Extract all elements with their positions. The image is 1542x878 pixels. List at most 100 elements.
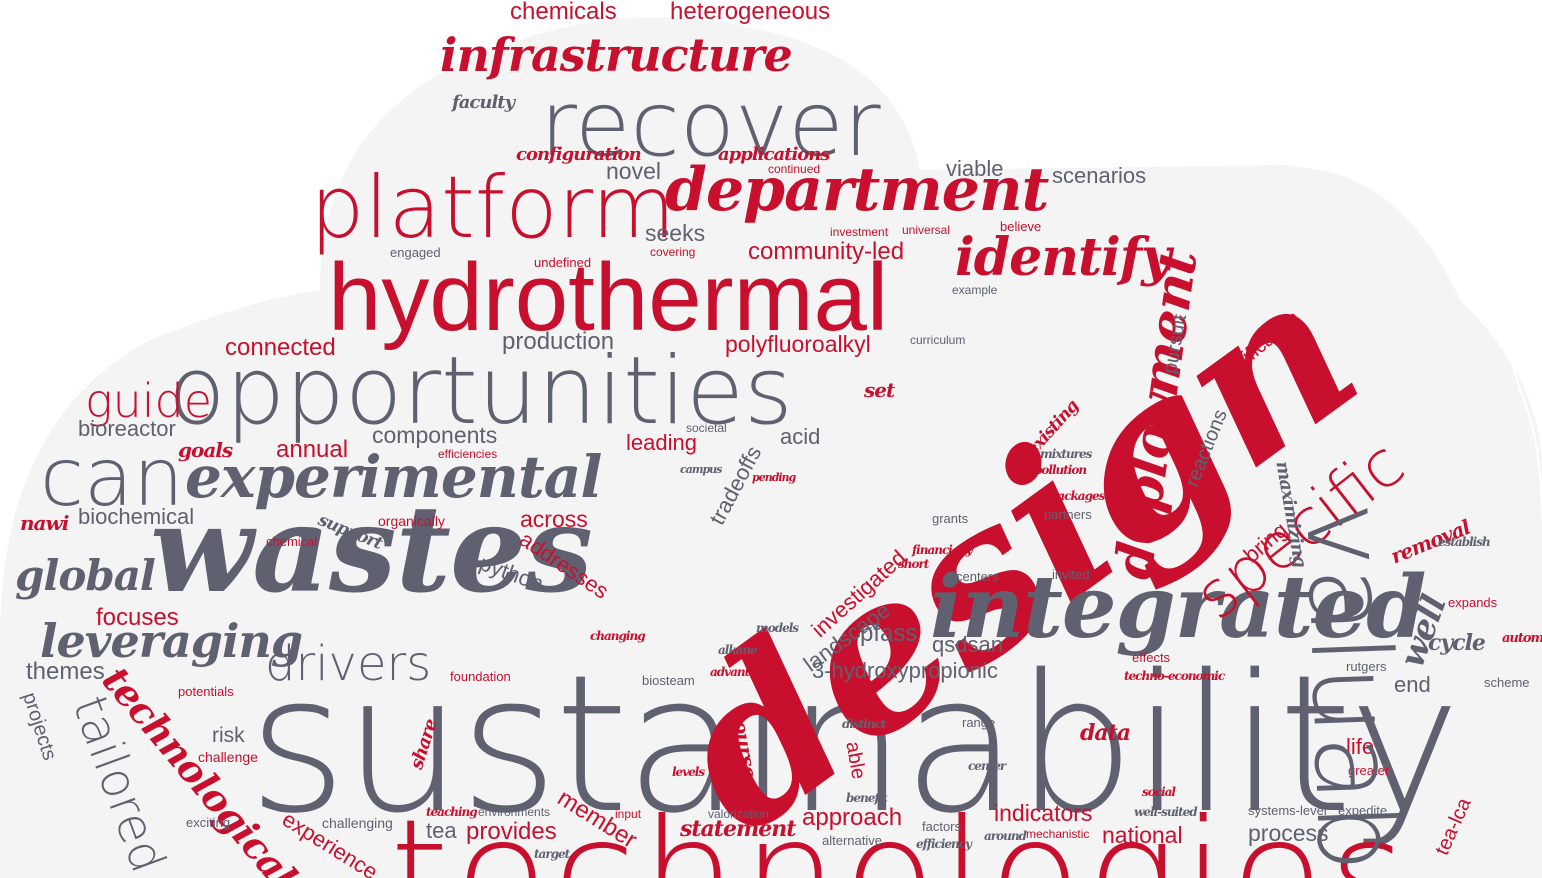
- word-statement: statement: [680, 816, 796, 842]
- word-factors: factors: [922, 819, 962, 834]
- word-covering: covering: [650, 245, 696, 259]
- word-seeks: seeks: [645, 220, 706, 246]
- word-can: can: [40, 431, 184, 524]
- word-guide: guide: [85, 374, 213, 428]
- word-novel: novel: [606, 158, 661, 184]
- word-range: range: [962, 715, 996, 730]
- word-greater: greater: [1348, 763, 1390, 778]
- word-process: process: [1248, 820, 1329, 846]
- word-sustainability: sustainability: [248, 634, 1461, 855]
- word-opportunities: opportunities: [168, 337, 793, 446]
- word-establish: establish: [1438, 535, 1491, 549]
- word-well-suited: well-suited: [1134, 805, 1198, 819]
- word-campus: campus: [680, 463, 722, 476]
- word-teaching: teaching: [426, 805, 478, 819]
- word-provides: provides: [466, 818, 557, 845]
- word-invited: invited: [1052, 567, 1090, 582]
- word-annual: annual: [276, 436, 349, 463]
- word-community-led: community-led: [748, 238, 905, 265]
- word-end: end: [1394, 672, 1431, 697]
- word-societal: societal: [686, 421, 727, 435]
- word-scenarios: scenarios: [1052, 163, 1147, 188]
- word-alkane: alkane: [718, 643, 758, 657]
- word-example: example: [952, 283, 998, 297]
- word-environments: environments: [478, 805, 551, 819]
- word-target: target: [534, 847, 570, 861]
- word-technologies: technologies: [390, 788, 1414, 878]
- word-nawi: nawi: [20, 511, 69, 535]
- word-risk: risk: [212, 724, 245, 747]
- word-mixtures: mixtures: [1040, 447, 1092, 461]
- word-systems-level: systems-level: [1248, 803, 1327, 818]
- word-curriculum: curriculum: [910, 333, 966, 347]
- word-social: social: [1142, 785, 1176, 799]
- word-chemicals: chemicals: [510, 0, 617, 25]
- word-partners: partners: [1044, 507, 1092, 522]
- word-advantages: advantages: [710, 665, 777, 679]
- word-chemical: chemical: [266, 534, 318, 549]
- word-pfass: pfass: [860, 620, 918, 647]
- word-production: production: [502, 328, 615, 355]
- word-potentials: potentials: [178, 684, 234, 699]
- word-bioreactor: bioreactor: [78, 416, 176, 441]
- word-mechanistic: mechanistic: [1026, 827, 1090, 841]
- word-3-hydroxypropionic: 3-hydroxypropionic: [812, 658, 998, 683]
- word-foundation: foundation: [450, 669, 511, 684]
- word-faculty: faculty: [452, 92, 515, 113]
- word-drivers: drivers: [265, 636, 432, 692]
- word-recover: recover: [540, 72, 881, 177]
- word-input: input: [615, 807, 642, 821]
- word-biochemical: biochemical: [78, 504, 195, 529]
- word-global: global: [15, 551, 156, 600]
- word-challenge: challenge: [198, 749, 258, 765]
- word-wastes: wastes: [150, 479, 593, 620]
- word-investment: investment: [830, 225, 889, 239]
- word-short: short: [898, 557, 929, 571]
- word-leveraging: leveraging: [40, 614, 303, 668]
- word-organically: organically: [378, 513, 445, 529]
- word-exciting: exciting: [186, 815, 231, 830]
- word-models: models: [756, 621, 799, 635]
- word-believe: believe: [1000, 219, 1042, 234]
- word-levels: levels: [672, 765, 705, 779]
- word-valorization: valorization: [708, 807, 769, 821]
- word-alternative: alternative: [822, 833, 882, 848]
- word-connected: connected: [225, 334, 336, 361]
- word-goals: goals: [178, 438, 233, 462]
- word-tea: tea: [426, 818, 457, 843]
- word-distinct: distinct: [842, 717, 886, 731]
- word-components: components: [372, 422, 498, 448]
- word-centers: centers: [956, 569, 999, 584]
- word-continued: continued: [768, 162, 821, 176]
- word-valuable: valuable: [1281, 499, 1426, 878]
- word-data: data: [1080, 720, 1131, 746]
- word-indicators: indicators: [994, 800, 1093, 826]
- word-integrated: integrated: [930, 557, 1426, 658]
- word-department: department: [665, 155, 1049, 225]
- word-challenging: challenging: [322, 815, 393, 831]
- word-pollution: pollution: [1034, 463, 1087, 477]
- word-changing: changing: [590, 629, 646, 643]
- word-polyfluoroalkyl: polyfluoroalkyl: [725, 331, 871, 357]
- word-national: national: [1102, 822, 1183, 848]
- word-benefit: benefit: [846, 791, 888, 805]
- word-grants: grants: [932, 511, 969, 526]
- word-applications: applications: [718, 144, 831, 165]
- word-viable: viable: [946, 156, 1004, 181]
- word-scheme: scheme: [1484, 675, 1530, 690]
- word-financially: financially: [912, 543, 973, 557]
- word-center: center: [968, 759, 1006, 773]
- word-pending: pending: [752, 471, 796, 484]
- word-leading: leading: [626, 430, 697, 455]
- word-identify: identify: [955, 227, 1171, 288]
- word-heterogeneous: heterogeneous: [670, 0, 831, 25]
- word-cycle: cycle: [1428, 630, 1486, 656]
- word-efficiencies: efficiencies: [438, 447, 498, 461]
- word-techno-economic: techno-economic: [1124, 669, 1225, 683]
- word-configuration: configuration: [516, 144, 642, 165]
- word-efficiency: efficiency: [916, 837, 972, 851]
- word-effects: effects: [1132, 650, 1171, 665]
- word-expedite: expedite: [1338, 803, 1388, 818]
